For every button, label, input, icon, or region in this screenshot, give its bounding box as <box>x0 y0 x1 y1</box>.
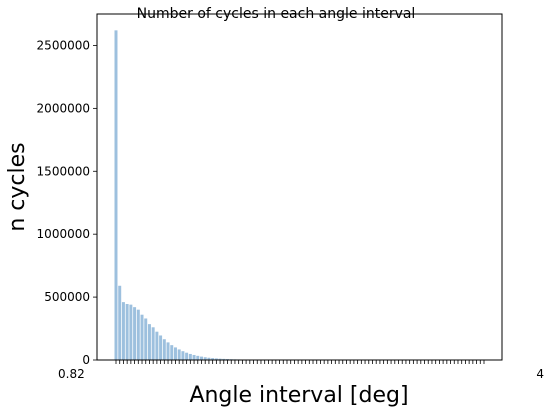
bar <box>185 352 189 360</box>
x-tick-label-last: 4 <box>536 367 544 381</box>
bar <box>136 309 140 360</box>
bar <box>192 354 196 360</box>
bar <box>207 357 211 360</box>
plot-frame <box>96 13 503 361</box>
bar <box>200 356 203 360</box>
y-tick-label: 500000 <box>44 290 90 304</box>
bar <box>133 307 137 360</box>
bar <box>159 335 163 360</box>
bar <box>170 345 174 360</box>
bar <box>129 304 133 360</box>
bar <box>147 324 151 360</box>
bar <box>166 342 170 360</box>
bar <box>196 355 200 360</box>
bar <box>173 347 177 360</box>
y-tick-label: 2500000 <box>37 38 90 52</box>
chart-title: Number of cycles in each angle interval <box>137 6 416 22</box>
bar-series <box>114 30 382 361</box>
y-tick-label: 0 <box>82 353 90 367</box>
y-tick-label: 1500000 <box>37 164 90 178</box>
bar <box>144 318 148 360</box>
bar <box>214 358 218 360</box>
bar <box>181 351 185 360</box>
bar <box>203 357 207 360</box>
y-tick-label: 1000000 <box>37 227 90 241</box>
bar <box>222 358 226 360</box>
bar <box>188 353 192 360</box>
bar <box>140 314 144 360</box>
bar <box>162 339 166 360</box>
bar <box>114 30 118 361</box>
x-tick-label-first: 0.82 <box>58 367 85 381</box>
x-axis-label: Angle interval [deg] <box>189 383 408 408</box>
bar <box>151 327 155 360</box>
y-ticks: 0 500000 1000000 1500000 2000000 2500000 <box>37 38 97 367</box>
bar <box>218 358 222 360</box>
bar <box>177 349 181 360</box>
y-tick-label: 2000000 <box>37 101 90 115</box>
y-axis-label: n cycles <box>5 142 30 231</box>
bar <box>121 302 125 360</box>
bar <box>211 358 215 360</box>
bar <box>125 304 129 360</box>
x-ticks <box>115 360 485 364</box>
bar <box>118 285 122 360</box>
bar <box>155 331 159 360</box>
